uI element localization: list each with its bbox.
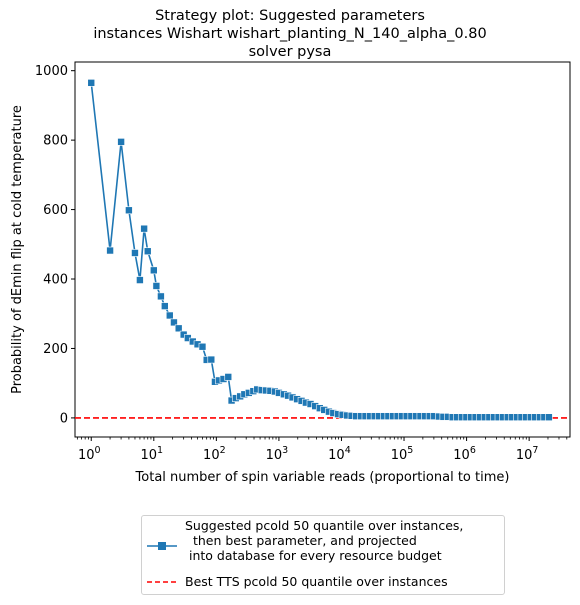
legend-label-best-tts: Best TTS pcold 50 quantile over instance… bbox=[185, 574, 448, 589]
data-point bbox=[143, 247, 152, 256]
data-point bbox=[161, 302, 169, 310]
data-point bbox=[136, 276, 144, 284]
data-point bbox=[170, 318, 178, 327]
data-point bbox=[157, 292, 165, 301]
x-tick-label: 102 bbox=[203, 445, 226, 463]
y-tick-label: 0 bbox=[60, 411, 68, 426]
y-axis-label: Probability of dEmin flip at cold temper… bbox=[10, 105, 25, 394]
legend: Suggested pcold 50 quantile over instanc… bbox=[141, 515, 505, 595]
chart-title-line-2: instances Wishart wishart_planting_N_140… bbox=[93, 26, 487, 42]
suggested-series-line bbox=[90, 82, 549, 419]
data-point bbox=[545, 413, 553, 422]
x-tick-label: 104 bbox=[328, 445, 351, 463]
legend-dashed-swatch bbox=[147, 581, 177, 583]
x-tick-label: 101 bbox=[141, 445, 164, 463]
data-point bbox=[224, 373, 233, 381]
data-point bbox=[117, 138, 125, 146]
y-tick-label: 600 bbox=[43, 203, 68, 218]
data-point bbox=[125, 206, 133, 215]
data-point bbox=[87, 79, 96, 87]
data-point bbox=[149, 266, 158, 275]
x-tick-label: 103 bbox=[266, 445, 289, 463]
legend-line-swatch bbox=[147, 542, 177, 550]
y-tick-label: 200 bbox=[43, 342, 68, 357]
x-tick-label: 105 bbox=[391, 445, 414, 463]
data-point bbox=[165, 311, 174, 320]
chart-title-line-1: Strategy plot: Suggested parameters bbox=[155, 8, 425, 24]
x-tick-label: 107 bbox=[516, 445, 539, 463]
data-point bbox=[140, 224, 148, 233]
x-tick-label: 100 bbox=[78, 445, 101, 463]
data-point bbox=[131, 249, 139, 257]
data-point bbox=[152, 282, 161, 290]
y-tick-label: 400 bbox=[43, 273, 68, 288]
data-point bbox=[106, 246, 114, 255]
y-tick-label: 1000 bbox=[35, 64, 68, 79]
y-tick-label: 800 bbox=[43, 134, 68, 149]
legend-label-suggested: Suggested pcold 50 quantile over instanc… bbox=[185, 518, 464, 563]
data-point bbox=[207, 355, 216, 364]
data-point bbox=[174, 324, 183, 333]
x-axis-label: Total number of spin variable reads (pro… bbox=[135, 470, 510, 485]
x-tick-label: 106 bbox=[453, 445, 476, 463]
chart-title-line-3: solver pysa bbox=[248, 44, 332, 60]
data-point bbox=[198, 342, 207, 351]
